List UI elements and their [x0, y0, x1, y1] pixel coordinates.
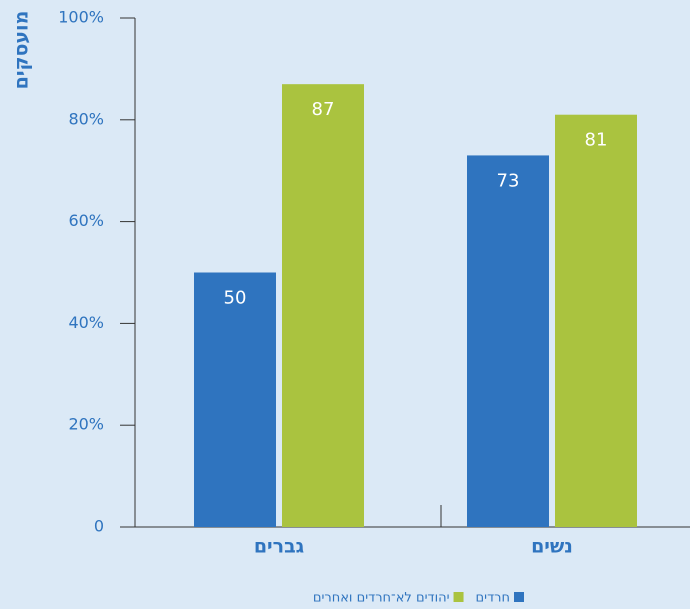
- legend-swatch: [454, 592, 464, 602]
- legend-label: יהודים לא־חרדים ואחרים: [313, 591, 450, 606]
- value-label: 87: [312, 99, 335, 120]
- bar: [467, 155, 549, 527]
- y-axis-title: מועסקים: [11, 11, 33, 90]
- y-tick-label: 80%: [68, 109, 104, 128]
- y-tick-label: 20%: [68, 415, 104, 434]
- legend-label: חרדים: [476, 591, 510, 606]
- y-tick-label: 100%: [58, 8, 104, 27]
- bar: [555, 115, 637, 527]
- value-label: 50: [224, 288, 247, 309]
- y-tick-label: 60%: [68, 211, 104, 230]
- chart: מועסקים 0 20% 40% 60% 80% 100% גברים 50 87 נשים 73…: [0, 0, 690, 609]
- legend-swatch: [514, 592, 524, 602]
- y-tick-label: 0: [94, 517, 104, 536]
- x-tick-label: נשים: [531, 536, 573, 558]
- bar: [282, 84, 364, 527]
- value-label: 73: [497, 170, 520, 191]
- y-tick-label: 40%: [68, 313, 104, 332]
- bar: [194, 273, 276, 528]
- value-label: 81: [585, 130, 608, 151]
- x-tick-label: גברים: [254, 536, 304, 558]
